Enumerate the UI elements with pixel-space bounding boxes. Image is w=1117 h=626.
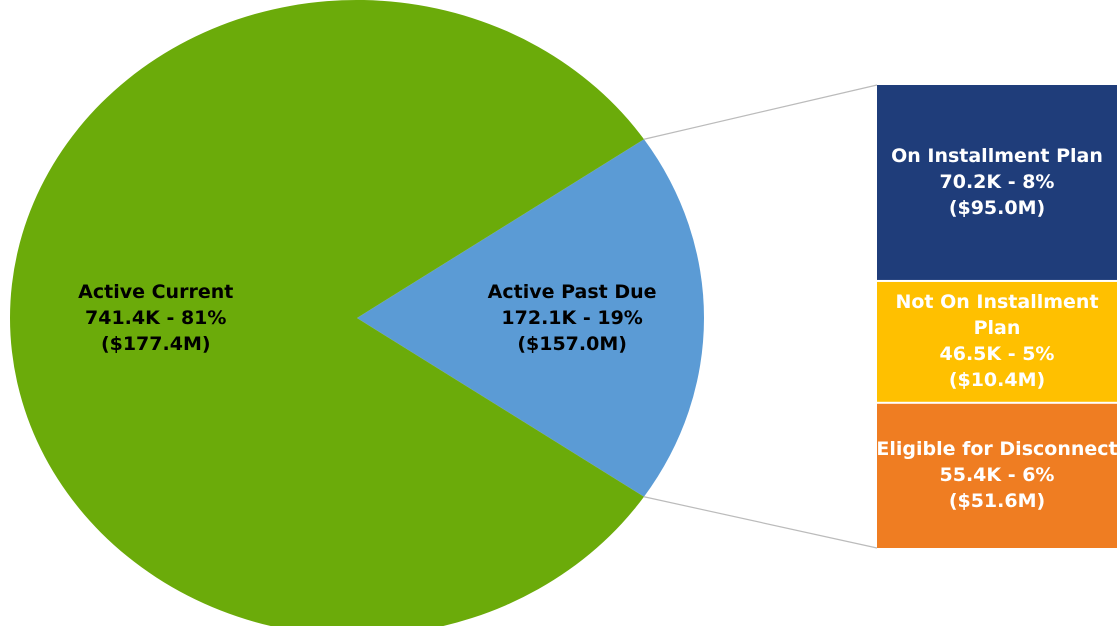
bar-segment (877, 403, 1117, 548)
pie-slice (10, 0, 644, 626)
slice-name: Active Past Due (487, 281, 657, 303)
bar-segment (877, 85, 1117, 280)
slice-amount: ($177.4M) (100, 333, 211, 355)
slice-name: Active Current (78, 281, 234, 303)
connector (643, 84, 878, 140)
slice-value: 172.1K - 19% (501, 307, 643, 329)
segment-name: Eligible for Disconnect (876, 437, 1117, 460)
pie-label: Active Past Due 172.1K - 19% ($157.0M) (422, 279, 722, 357)
segment-name: Not On Installment Plan (895, 290, 1099, 339)
pie-slice (357, 139, 704, 497)
bar-label: Not On Installment Plan 46.5K - 5% ($10.4M… (873, 289, 1117, 393)
segment-value: 46.5K - 5% (939, 342, 1055, 365)
bar-label: On Installment Plan 70.2K - 8% ($95.0M) (873, 143, 1117, 221)
pie-label: Active Current 741.4K - 81% ($177.4M) (6, 279, 306, 357)
segment-amount: ($95.0M) (948, 197, 1046, 220)
segment-amount: ($51.6M) (948, 489, 1046, 512)
segment-value: 55.4K - 6% (939, 463, 1055, 486)
connector (643, 496, 878, 549)
segment-name: On Installment Plan (891, 145, 1103, 168)
slice-value: 741.4K - 81% (85, 307, 227, 329)
slice-amount: ($157.0M) (517, 333, 627, 355)
bar-segment (877, 281, 1117, 402)
bar-label: Eligible for Disconnect 55.4K - 6% ($51.6M… (873, 436, 1117, 514)
segment-value: 70.2K - 8% (939, 171, 1055, 194)
segment-amount: ($10.4M) (948, 368, 1046, 391)
